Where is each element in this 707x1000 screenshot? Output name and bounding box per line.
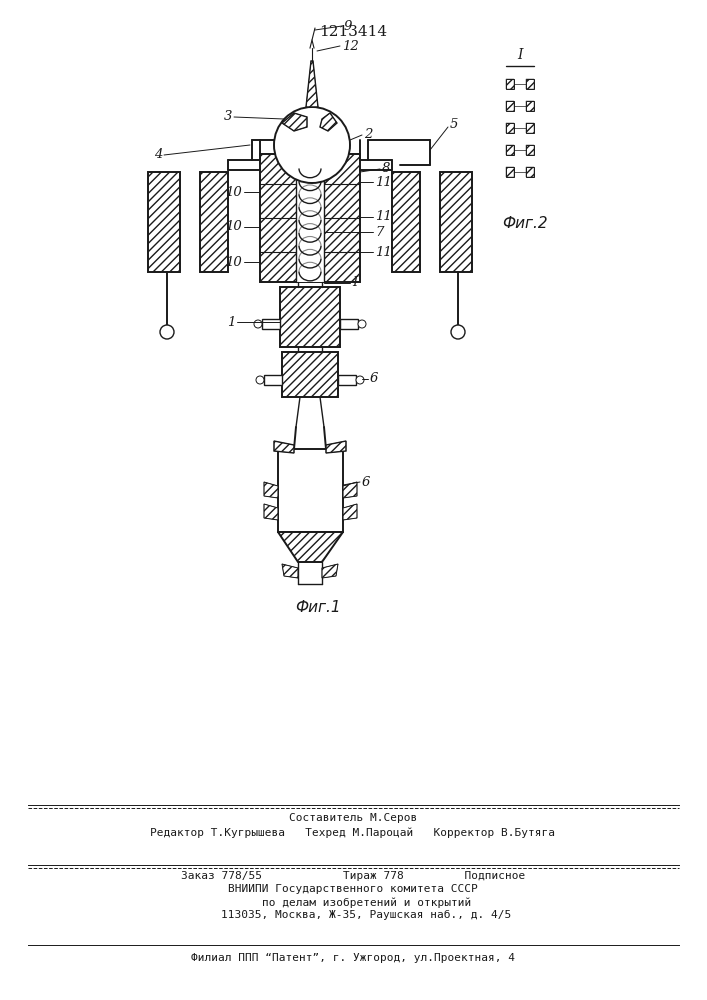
Circle shape bbox=[256, 376, 264, 384]
Bar bbox=[526, 167, 534, 177]
Bar bbox=[506, 123, 514, 133]
Bar bbox=[506, 79, 514, 89]
Bar bbox=[340, 319, 358, 329]
Text: 10: 10 bbox=[226, 255, 242, 268]
Bar bbox=[506, 101, 514, 111]
Polygon shape bbox=[320, 113, 337, 131]
Circle shape bbox=[274, 107, 350, 183]
Text: 11: 11 bbox=[375, 211, 392, 224]
Bar bbox=[440, 172, 472, 272]
Bar bbox=[440, 172, 472, 272]
Text: 10: 10 bbox=[226, 186, 242, 198]
Bar bbox=[526, 123, 534, 133]
Bar bbox=[282, 352, 338, 397]
Bar bbox=[280, 287, 340, 347]
Text: 5: 5 bbox=[450, 118, 458, 131]
Bar bbox=[506, 123, 514, 133]
Bar bbox=[200, 172, 228, 272]
Bar bbox=[278, 449, 343, 532]
Text: Филиал ППП “Патент”, г. Ужгород, ул.Проектная, 4: Филиал ППП “Патент”, г. Ужгород, ул.Прое… bbox=[191, 953, 515, 963]
Text: по делам изобретений и открытий: по делам изобретений и открытий bbox=[235, 897, 471, 908]
Bar bbox=[506, 167, 514, 177]
Bar bbox=[506, 167, 514, 177]
Text: 11: 11 bbox=[375, 245, 392, 258]
Text: 2: 2 bbox=[364, 128, 373, 141]
Bar bbox=[526, 79, 534, 89]
Bar bbox=[506, 145, 514, 155]
Polygon shape bbox=[264, 504, 278, 520]
Text: Фиг.1: Фиг.1 bbox=[296, 600, 341, 615]
Polygon shape bbox=[322, 564, 338, 578]
Bar bbox=[526, 101, 534, 111]
Text: Заказ 778/55            Тираж 778         Подписное: Заказ 778/55 Тираж 778 Подписное bbox=[181, 871, 525, 881]
Text: 12: 12 bbox=[342, 39, 358, 52]
Text: I: I bbox=[352, 276, 357, 290]
Bar bbox=[526, 145, 534, 155]
Bar bbox=[148, 172, 180, 272]
Bar bbox=[506, 145, 514, 155]
Bar bbox=[526, 167, 534, 177]
Circle shape bbox=[254, 320, 262, 328]
Polygon shape bbox=[306, 61, 318, 107]
Text: 7: 7 bbox=[375, 226, 383, 238]
Bar bbox=[280, 287, 340, 347]
Text: 1213414: 1213414 bbox=[319, 25, 387, 39]
Bar bbox=[338, 375, 356, 385]
Bar bbox=[526, 123, 534, 133]
Text: 8: 8 bbox=[382, 162, 390, 176]
Bar bbox=[264, 375, 282, 385]
Text: Составитель М.Серов: Составитель М.Серов bbox=[289, 813, 417, 823]
Bar bbox=[526, 79, 534, 89]
Circle shape bbox=[451, 325, 465, 339]
Polygon shape bbox=[282, 564, 298, 578]
Circle shape bbox=[356, 376, 364, 384]
Polygon shape bbox=[326, 441, 346, 453]
Polygon shape bbox=[278, 532, 343, 562]
Text: 4: 4 bbox=[153, 148, 162, 161]
Bar bbox=[260, 154, 360, 282]
Text: Фиг.2: Фиг.2 bbox=[502, 216, 548, 231]
Bar bbox=[260, 154, 360, 282]
Bar bbox=[526, 145, 534, 155]
Polygon shape bbox=[274, 441, 294, 453]
Bar bbox=[392, 172, 420, 272]
Bar bbox=[262, 319, 280, 329]
Polygon shape bbox=[264, 482, 278, 498]
Circle shape bbox=[358, 320, 366, 328]
Polygon shape bbox=[343, 482, 357, 498]
Text: 3: 3 bbox=[223, 110, 232, 123]
Bar bbox=[506, 79, 514, 89]
Text: 11: 11 bbox=[375, 176, 392, 188]
Bar bbox=[200, 172, 228, 272]
Bar bbox=[296, 149, 324, 282]
Bar bbox=[506, 101, 514, 111]
Text: ВНИИПИ Государственного комитета СССР: ВНИИПИ Государственного комитета СССР bbox=[228, 884, 478, 894]
Bar bbox=[526, 101, 534, 111]
Text: 6: 6 bbox=[362, 476, 370, 488]
Text: I: I bbox=[518, 48, 522, 62]
Polygon shape bbox=[343, 504, 357, 520]
Bar bbox=[282, 352, 338, 397]
Text: 6: 6 bbox=[370, 372, 378, 385]
Bar bbox=[148, 172, 180, 272]
Text: Редактор Т.Кугрышева   Техред М.Пароцай   Корректор В.Бутяга: Редактор Т.Кугрышева Техред М.Пароцай Ко… bbox=[151, 827, 556, 838]
Bar bbox=[392, 172, 420, 272]
Text: 9: 9 bbox=[344, 19, 352, 32]
Text: 10: 10 bbox=[226, 221, 242, 233]
Text: 1: 1 bbox=[227, 316, 235, 328]
Text: 113035, Москва, Ж-35, Раушская наб., д. 4/5: 113035, Москва, Ж-35, Раушская наб., д. … bbox=[194, 910, 512, 920]
Circle shape bbox=[160, 325, 174, 339]
Polygon shape bbox=[282, 113, 307, 131]
